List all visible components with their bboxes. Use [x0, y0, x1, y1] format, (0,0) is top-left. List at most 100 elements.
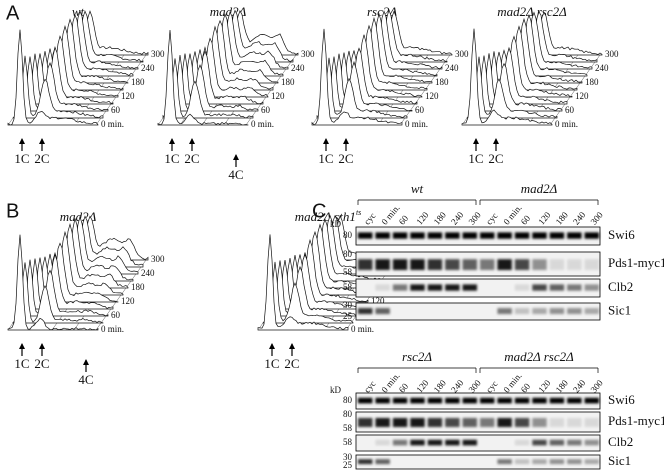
group-label: rsc2Δ — [402, 349, 432, 364]
mw-label: 58 — [343, 437, 353, 447]
band — [410, 397, 425, 404]
panel-label: A — [6, 2, 20, 24]
time-label: 240 — [445, 63, 459, 73]
time-label: 180 — [435, 77, 449, 87]
band — [567, 232, 582, 239]
band — [584, 439, 599, 446]
band — [497, 232, 512, 239]
time-label: 0 min. — [351, 324, 374, 334]
blot-strip — [355, 434, 601, 452]
time-label: 0 min. — [405, 119, 428, 129]
peak-label: 2C — [284, 356, 299, 371]
time-label: 60 — [415, 105, 425, 115]
band — [375, 259, 390, 270]
band — [514, 439, 530, 446]
time-label: 180 — [131, 282, 145, 292]
band — [375, 397, 390, 404]
band — [410, 232, 425, 239]
lane-label: cyc — [362, 379, 378, 395]
arrow-head — [19, 343, 25, 349]
band — [584, 459, 599, 465]
lane-label: 180 — [432, 209, 449, 226]
arrow-head — [289, 343, 295, 349]
lane-label: 0 min. — [501, 371, 523, 395]
band — [480, 259, 495, 270]
band — [549, 259, 565, 270]
band — [514, 459, 530, 465]
band — [532, 459, 547, 465]
band — [392, 418, 408, 427]
band — [532, 418, 547, 427]
lane-label: 120 — [536, 377, 553, 394]
mw-label: 25 — [343, 311, 353, 321]
time-label: 120 — [121, 296, 135, 306]
band — [532, 308, 547, 315]
lane-label: 300 — [588, 377, 605, 394]
arrow-head — [39, 138, 45, 144]
time-label: 120 — [575, 91, 589, 101]
peak-label: 2C — [184, 151, 199, 166]
arrow-head — [493, 138, 499, 144]
band — [427, 259, 443, 270]
lane-label: 180 — [554, 377, 571, 394]
band — [358, 418, 373, 427]
blot-strip — [355, 302, 601, 321]
band — [549, 308, 565, 315]
lane-label: 60 — [397, 381, 411, 395]
peak-label: 2C — [488, 151, 503, 166]
band — [392, 439, 408, 446]
band — [549, 439, 565, 446]
band — [497, 259, 512, 270]
band — [567, 459, 582, 465]
lane-label: 240 — [571, 209, 588, 226]
mw-label: 80 — [343, 249, 353, 259]
band — [462, 418, 477, 427]
band — [427, 418, 443, 427]
band — [375, 284, 390, 291]
arrow-head — [323, 138, 329, 144]
histogram-trace — [7, 29, 99, 126]
time-label: 0 min. — [101, 119, 124, 129]
band — [462, 284, 477, 291]
band — [532, 397, 547, 404]
band — [445, 397, 460, 404]
time-label: 300 — [151, 254, 165, 264]
band — [567, 259, 582, 270]
plot-title: mad2Δ — [60, 209, 97, 224]
time-label: 0 min. — [555, 119, 578, 129]
arrow-head — [343, 138, 349, 144]
mw-label: 30 — [343, 452, 353, 462]
lane-label: 60 — [519, 213, 533, 227]
band — [514, 284, 530, 291]
band — [567, 284, 582, 291]
band — [584, 284, 599, 291]
band — [392, 284, 408, 291]
band — [445, 284, 460, 291]
band — [497, 418, 512, 427]
band — [358, 232, 373, 239]
band — [497, 459, 512, 465]
band — [584, 418, 599, 427]
lane-label: 0 min. — [501, 203, 523, 227]
band — [462, 259, 477, 270]
protein-label: Swi6 — [608, 227, 635, 242]
band — [375, 232, 390, 239]
time-label: 120 — [425, 91, 439, 101]
time-label: 60 — [111, 310, 121, 320]
lane-label: 180 — [554, 209, 571, 226]
band — [445, 439, 460, 446]
group-label: wt — [411, 181, 424, 196]
panel-label: C — [312, 200, 326, 222]
lane-label: 0 min. — [379, 371, 401, 395]
band — [532, 284, 547, 291]
band — [410, 418, 425, 427]
time-label: 120 — [121, 91, 135, 101]
blot-strip — [355, 226, 601, 246]
mw-label: 25 — [343, 460, 353, 470]
lane-label: 300 — [466, 377, 483, 394]
lane-label: 240 — [449, 209, 466, 226]
time-label: 180 — [585, 77, 599, 87]
protein-label: Swi6 — [608, 392, 635, 407]
